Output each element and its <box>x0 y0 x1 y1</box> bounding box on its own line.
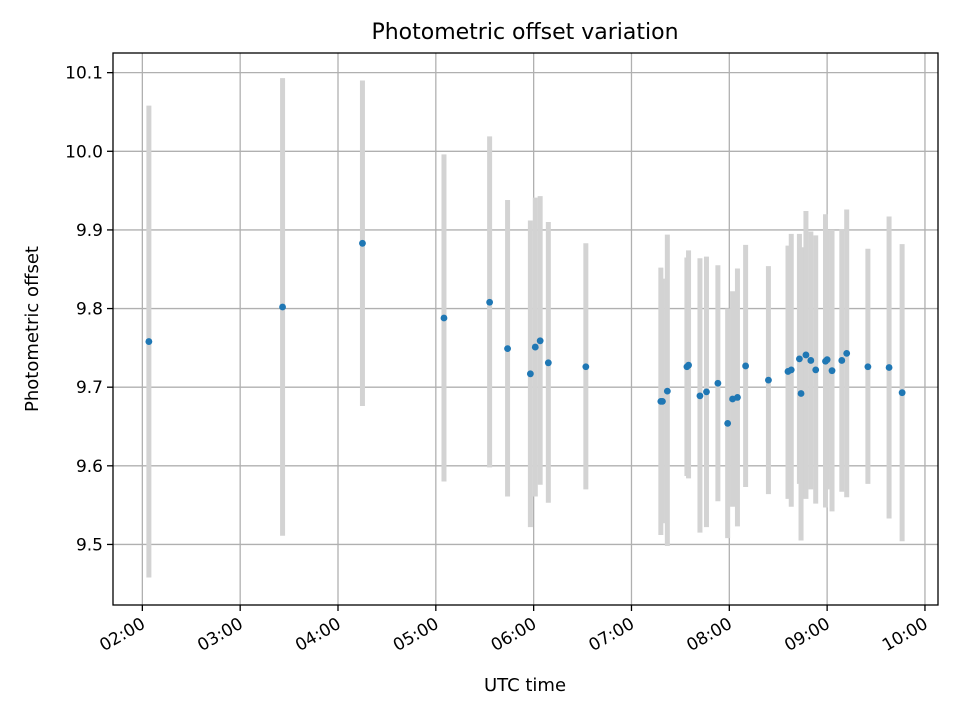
y-axis-ticks: 9.5 9.6 9.7 9.8 9.9 10.0 10.1 <box>65 64 113 555</box>
y-tick-label: 9.5 <box>76 535 103 555</box>
data-point <box>796 355 803 363</box>
y-tick-label: 10.1 <box>65 64 103 84</box>
data-point <box>742 362 750 370</box>
data-point <box>531 343 539 351</box>
data-point <box>885 364 893 371</box>
data-point <box>663 387 671 395</box>
data-point <box>724 419 732 427</box>
data-point <box>544 359 552 367</box>
data-point <box>765 376 772 384</box>
y-tick-label: 9.9 <box>76 221 103 241</box>
data-point <box>838 357 846 364</box>
chart-title: Photometric offset variation <box>371 20 678 45</box>
data-point <box>685 361 692 369</box>
data-point <box>536 337 544 345</box>
y-tick-label: 9.6 <box>76 457 103 477</box>
x-axis-label: UTC time <box>484 675 566 696</box>
data-point <box>898 389 906 397</box>
data-point <box>807 357 815 364</box>
data-point <box>812 366 820 374</box>
data-point <box>486 298 494 306</box>
data-point <box>659 397 666 405</box>
y-tick-label: 9.7 <box>76 378 103 398</box>
data-point <box>823 356 831 364</box>
data-point <box>504 345 511 353</box>
data-point <box>696 392 704 400</box>
y-tick-label: 9.8 <box>76 300 103 320</box>
data-point <box>787 366 795 374</box>
plot-frame <box>112 52 939 606</box>
data-point <box>797 390 805 397</box>
data-point <box>864 363 872 371</box>
y-tick-label: 10.0 <box>65 142 103 162</box>
data-point <box>440 314 448 322</box>
data-point <box>802 351 810 359</box>
data-point <box>703 388 710 396</box>
data-point <box>145 338 153 345</box>
data-point <box>526 370 534 378</box>
data-points <box>145 239 906 427</box>
y-axis-label: Photometric offset <box>22 246 43 412</box>
data-point <box>828 367 836 375</box>
data-point <box>279 303 286 311</box>
data-point <box>359 239 366 247</box>
data-point <box>714 379 722 387</box>
data-point <box>734 394 741 401</box>
data-point <box>843 349 851 357</box>
data-point <box>582 363 590 371</box>
